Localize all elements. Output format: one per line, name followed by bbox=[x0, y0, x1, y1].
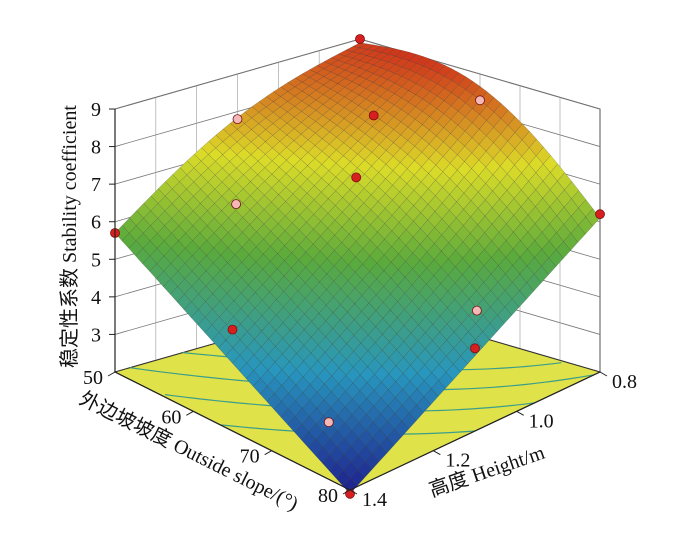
x-tick-mark bbox=[342, 489, 351, 495]
x-tick-mark bbox=[107, 371, 116, 377]
y-axis-line bbox=[349, 371, 601, 491]
y-tick-label: 1.2 bbox=[445, 450, 470, 472]
z-tick-label: 5 bbox=[91, 249, 101, 271]
y-tick-mark bbox=[433, 450, 441, 456]
design-point bbox=[471, 305, 482, 316]
z-tick-label: 9 bbox=[91, 99, 101, 121]
y-tick-label: 1.4 bbox=[362, 489, 387, 511]
z-tick-label: 8 bbox=[91, 137, 101, 159]
design-point bbox=[475, 95, 485, 106]
design-point bbox=[232, 114, 243, 124]
design-point bbox=[231, 199, 242, 210]
x-tick-mark bbox=[264, 450, 272, 456]
x-tick-label: 70 bbox=[240, 446, 260, 468]
y-tick-mark bbox=[349, 489, 358, 495]
design-points bbox=[110, 34, 605, 499]
y-tick-label: 1.0 bbox=[529, 410, 554, 432]
z-axis-label: 稳定性系数 Stability coefficient bbox=[58, 105, 81, 368]
x-tick-mark bbox=[186, 410, 194, 416]
y-tick-label: 0.8 bbox=[612, 371, 637, 393]
design-point bbox=[470, 343, 480, 354]
response-surface bbox=[114, 42, 601, 495]
x-tick-label: 80 bbox=[318, 485, 338, 507]
z-tick-label: 7 bbox=[91, 174, 101, 196]
design-point bbox=[227, 324, 238, 335]
design-point bbox=[355, 34, 365, 44]
design-point bbox=[368, 110, 379, 121]
z-tick-label: 6 bbox=[91, 212, 101, 234]
y-tick-mark bbox=[516, 410, 524, 416]
design-point bbox=[345, 488, 355, 499]
design-point bbox=[351, 172, 362, 183]
design-point bbox=[595, 209, 605, 220]
design-point bbox=[323, 417, 334, 428]
y-tick-mark bbox=[599, 371, 608, 377]
x-tick-label: 50 bbox=[83, 367, 103, 389]
x-axis-line bbox=[114, 371, 351, 491]
z-tick-label: 4 bbox=[91, 287, 101, 309]
front-axes: 3 4 5 6 7 8 9 50 60 70 80 0.8 1.0 1.2 1.4 bbox=[83, 99, 637, 511]
x-tick-label: 60 bbox=[161, 406, 181, 428]
z-tick-label: 3 bbox=[91, 324, 101, 346]
